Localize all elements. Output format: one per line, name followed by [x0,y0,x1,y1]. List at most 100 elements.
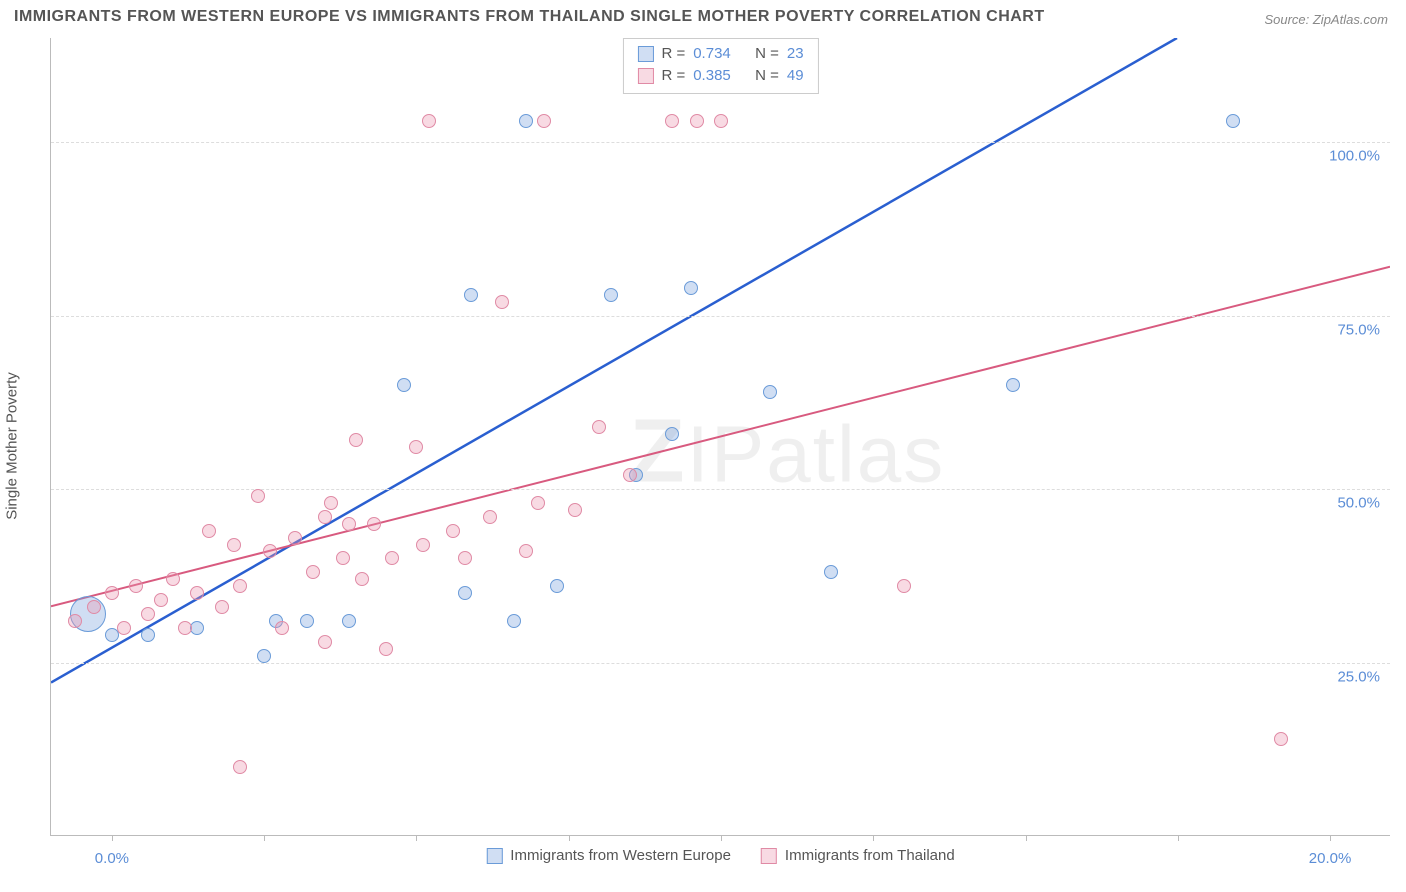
x-tick [1178,835,1179,841]
scatter-point [1006,378,1020,392]
scatter-point [306,565,320,579]
scatter-point [367,517,381,531]
scatter-point [458,586,472,600]
n-value-western-europe: 23 [787,43,804,65]
scatter-point [537,114,551,128]
scatter-point [1274,732,1288,746]
y-tick-label: 50.0% [1337,495,1380,512]
scatter-point [568,503,582,517]
scatter-point [87,600,101,614]
scatter-point [422,114,436,128]
scatter-point [300,614,314,628]
scatter-point [129,579,143,593]
x-tick-label: 20.0% [1309,850,1352,867]
y-tick-label: 25.0% [1337,668,1380,685]
y-axis-label: Single Mother Poverty [4,372,21,520]
scatter-point [166,572,180,586]
scatter-point [233,760,247,774]
legend-item-thailand: Immigrants from Thailand [761,847,955,864]
plot-area: ZIPatlas R = 0.734 N = 23 R = 0.385 N = … [50,38,1390,836]
scatter-point [690,114,704,128]
scatter-point [257,649,271,663]
scatter-point [507,614,521,628]
scatter-point [342,517,356,531]
scatter-point [531,496,545,510]
trend-lines-svg [51,38,1390,835]
scatter-point [117,621,131,635]
scatter-point [714,114,728,128]
y-tick-label: 100.0% [1329,148,1380,165]
scatter-point [233,579,247,593]
n-value-thailand: 49 [787,65,804,87]
scatter-point [495,295,509,309]
scatter-point [141,628,155,642]
scatter-point [665,114,679,128]
scatter-point [519,544,533,558]
gridline [51,316,1390,317]
r-value-western-europe: 0.734 [693,43,731,65]
scatter-point [154,593,168,607]
r-label: R = [661,65,685,87]
scatter-point [202,524,216,538]
legend-row-thailand: R = 0.385 N = 49 [637,65,803,87]
scatter-point [275,621,289,635]
scatter-point [824,565,838,579]
scatter-point [190,586,204,600]
scatter-point [227,538,241,552]
legend-label-western-europe: Immigrants from Western Europe [510,847,731,864]
x-tick [264,835,265,841]
scatter-point [458,551,472,565]
scatter-point [519,114,533,128]
r-value-thailand: 0.385 [693,65,731,87]
x-tick [873,835,874,841]
swatch-western-europe [637,46,653,62]
swatch-thailand-icon [761,848,777,864]
n-label: N = [755,65,779,87]
scatter-point [550,579,564,593]
scatter-point [604,288,618,302]
scatter-point [288,531,302,545]
n-label: N = [755,43,779,65]
gridline [51,663,1390,664]
scatter-point [190,621,204,635]
x-tick [416,835,417,841]
scatter-point [263,544,277,558]
scatter-point [897,579,911,593]
scatter-point [336,551,350,565]
scatter-point [665,427,679,441]
swatch-western-europe-icon [486,848,502,864]
gridline [51,489,1390,490]
scatter-point [349,433,363,447]
scatter-point [592,420,606,434]
scatter-point [105,586,119,600]
scatter-point [416,538,430,552]
scatter-point [251,489,265,503]
scatter-point [318,635,332,649]
source-attribution: Source: ZipAtlas.com [1264,12,1388,27]
x-tick [1330,835,1331,841]
scatter-point [215,600,229,614]
x-tick [112,835,113,841]
correlation-legend: R = 0.734 N = 23 R = 0.385 N = 49 [622,38,818,94]
y-tick-label: 75.0% [1337,321,1380,338]
scatter-point [464,288,478,302]
scatter-point [141,607,155,621]
scatter-point [483,510,497,524]
legend-label-thailand: Immigrants from Thailand [785,847,955,864]
scatter-point [1226,114,1240,128]
scatter-point [318,510,332,524]
legend-item-western-europe: Immigrants from Western Europe [486,847,731,864]
series-legend: Immigrants from Western Europe Immigrant… [486,847,954,864]
scatter-point [409,440,423,454]
scatter-point [178,621,192,635]
gridline [51,142,1390,143]
scatter-point [68,614,82,628]
x-tick [721,835,722,841]
scatter-point [342,614,356,628]
x-tick-label: 0.0% [95,850,129,867]
scatter-point [623,468,637,482]
scatter-point [324,496,338,510]
scatter-point [385,551,399,565]
x-tick [1026,835,1027,841]
scatter-point [446,524,460,538]
